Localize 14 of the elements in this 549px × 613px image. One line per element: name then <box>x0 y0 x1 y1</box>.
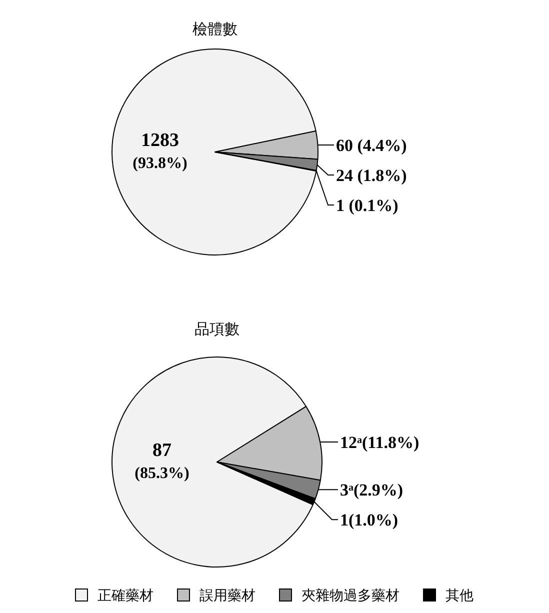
title: 品項數 <box>194 322 240 338</box>
legend-label: 其他 <box>446 588 474 604</box>
legend-label: 夾雜物過多藥材 <box>302 588 400 604</box>
data-label: 1283 (93.8%) <box>132 130 188 172</box>
title: 檢體數 <box>192 22 238 38</box>
legend-label: 正確藥材 <box>98 588 154 604</box>
data-label: 60 (4.4%) <box>336 136 407 156</box>
data-label: 12$^{a}$(11.8%) <box>340 433 420 452</box>
data-label: 1(1.0%) <box>340 510 398 530</box>
data-label: 87 (85.3%) <box>134 440 190 482</box>
legend-label: 誤用藥材 <box>200 588 256 604</box>
data-label: 1 (0.1%) <box>336 196 398 216</box>
data-label: 3$^{a}$(2.9%) <box>340 480 404 500</box>
data-label: 24 (1.8%) <box>336 166 407 186</box>
